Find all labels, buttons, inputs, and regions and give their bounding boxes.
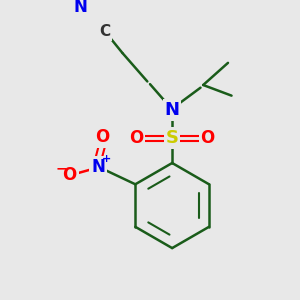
Text: O: O xyxy=(63,167,77,184)
Text: +: + xyxy=(101,154,111,164)
Text: N: N xyxy=(73,0,87,16)
Text: N: N xyxy=(91,158,105,175)
Text: O: O xyxy=(95,128,110,146)
Text: −: − xyxy=(56,161,68,175)
Text: C: C xyxy=(99,24,110,39)
Text: O: O xyxy=(130,129,144,147)
Text: N: N xyxy=(165,101,180,119)
Text: O: O xyxy=(200,129,215,147)
Text: S: S xyxy=(166,129,179,147)
